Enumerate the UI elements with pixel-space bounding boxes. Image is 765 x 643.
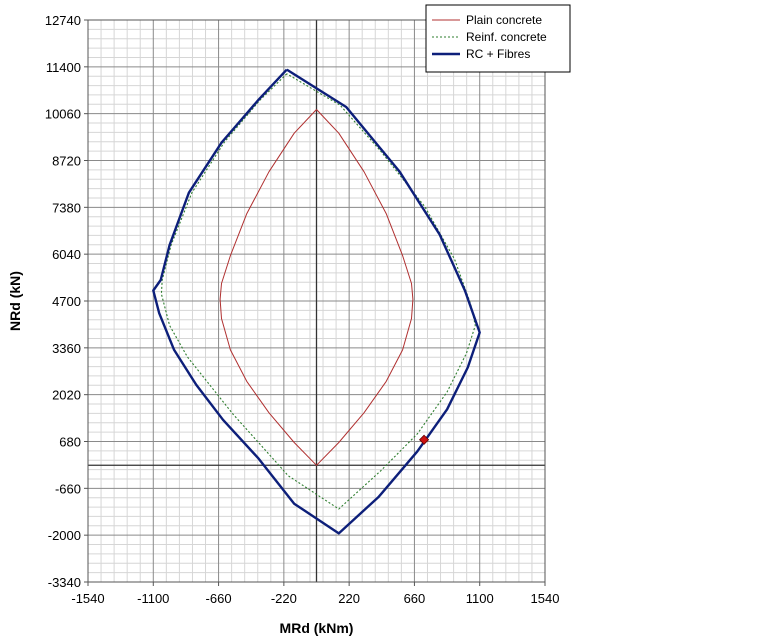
y-tick-label: 7380: [52, 200, 81, 215]
legend-label-0: Plain concrete: [466, 13, 542, 27]
y-tick-label: -3340: [48, 575, 81, 590]
y-tick-label: 8720: [52, 154, 81, 169]
y-tick-label: 12740: [45, 13, 81, 28]
x-axis-tick-labels: -1540 -1100 -660 -220 220 660 1100 1540: [71, 582, 559, 606]
y-tick-label: 6040: [52, 247, 81, 262]
y-tick-label: 2020: [52, 388, 81, 403]
marker-layer: [419, 434, 430, 445]
x-tick-label: -660: [206, 591, 232, 606]
legend-label-1: Reinf. concrete: [466, 30, 547, 44]
legend: Plain concrete Reinf. concrete RC + Fibres: [425, 4, 571, 73]
x-axis-title: MRd (kNm): [280, 620, 354, 636]
x-tick-label: 1540: [531, 591, 560, 606]
y-tick-label: 4700: [52, 294, 81, 309]
series-line-2: [152, 68, 481, 535]
y-axis-tick-labels: -3340 -2000 -660 680 2020 3360 4700 6040 7380 872…: [45, 13, 88, 590]
y-axis-title: NRd (kN): [7, 271, 23, 331]
y-tick-label: -2000: [48, 528, 81, 543]
y-tick-label: 3360: [52, 341, 81, 356]
legend-label-2: RC + Fibres: [466, 47, 530, 61]
y-tick-label: 680: [59, 435, 81, 450]
legend-box: [425, 4, 571, 73]
y-tick-label: 11400: [46, 60, 81, 75]
series-layer: [152, 68, 481, 535]
x-tick-label: -1100: [137, 591, 169, 606]
series-line-1: [160, 73, 476, 510]
x-tick-label: -220: [271, 591, 297, 606]
x-tick-label: 1100: [466, 591, 494, 606]
x-tick-label: -1540: [71, 591, 104, 606]
y-tick-label: -660: [55, 481, 81, 496]
x-tick-label: 220: [338, 591, 360, 606]
y-tick-label: 10060: [45, 107, 81, 122]
x-tick-label: 660: [404, 591, 426, 606]
series-line-0: [219, 109, 414, 466]
design-point-marker: [419, 434, 430, 445]
